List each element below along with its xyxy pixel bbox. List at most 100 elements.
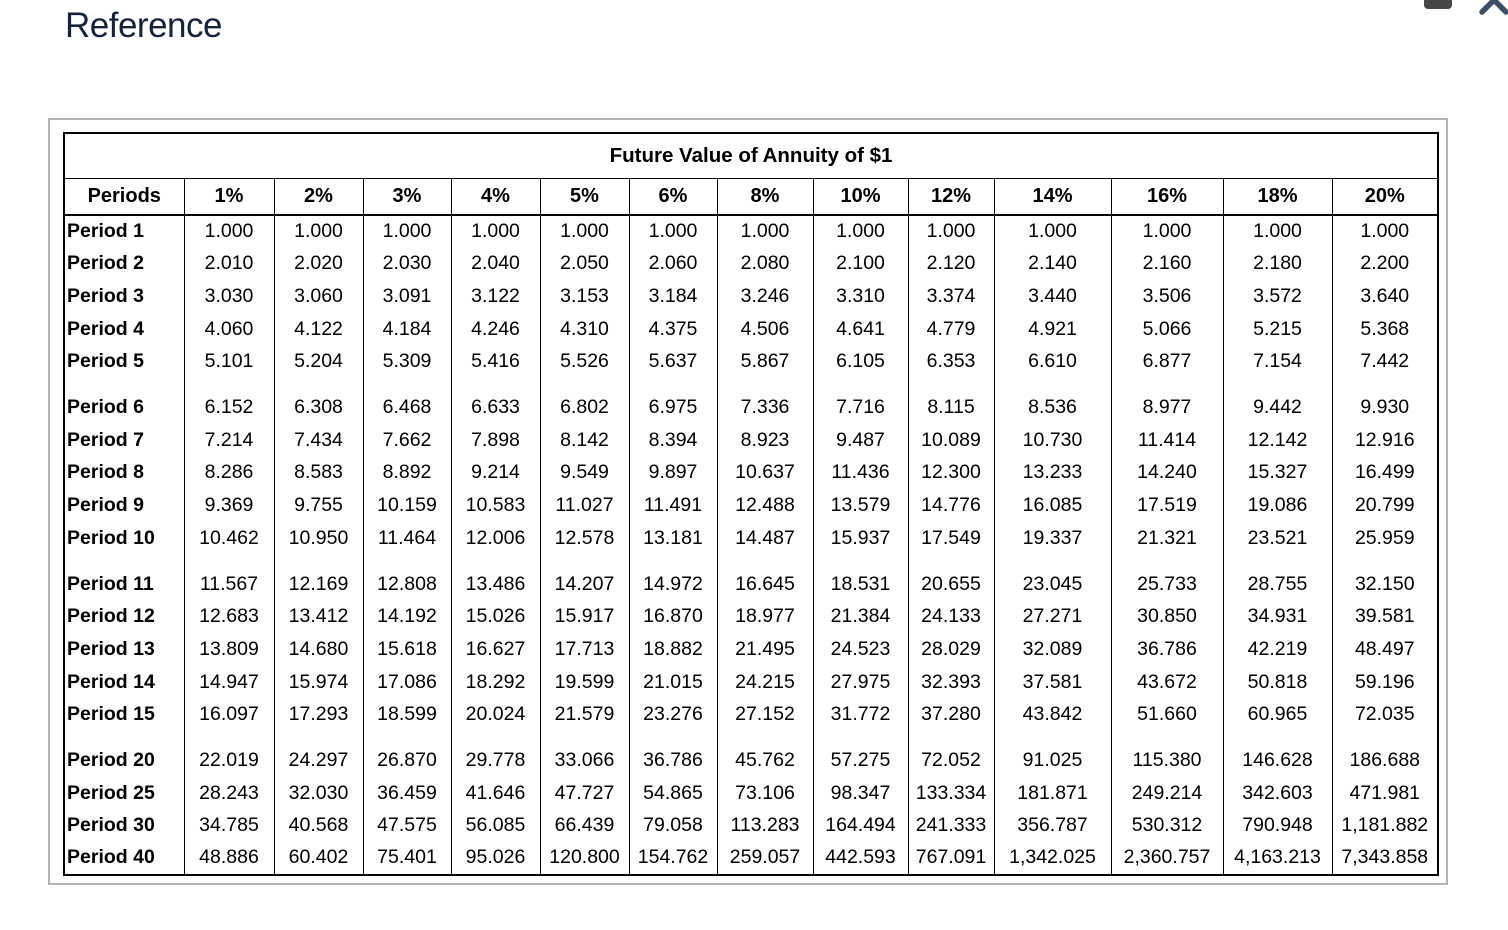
table-cell: 1.000 <box>1222 215 1333 248</box>
table-cell: 29.778 <box>450 744 541 777</box>
table-cell: 66.439 <box>539 809 630 843</box>
minimize-icon[interactable] <box>1424 0 1452 9</box>
table-cell: 16.870 <box>628 600 718 634</box>
spacer-cell <box>1331 730 1439 745</box>
table-cell: 2.050 <box>539 247 630 281</box>
table-cell: 5.309 <box>362 345 452 378</box>
col-header-rate: 14% <box>993 178 1112 216</box>
table-cell: 33.066 <box>539 744 630 777</box>
table-cell: 25.959 <box>1331 521 1439 555</box>
spacer-cell <box>63 377 185 392</box>
table-cell: 22.019 <box>183 744 275 777</box>
table-cell: 767.091 <box>907 842 995 875</box>
table-cell: 24.523 <box>812 633 909 666</box>
close-icon[interactable] <box>1478 0 1508 16</box>
table-cell: 13.233 <box>993 456 1112 490</box>
table-cell: 12.300 <box>907 456 995 490</box>
table-cell: 19.599 <box>539 665 630 699</box>
table-cell: 32.150 <box>1331 567 1439 601</box>
table-cell: 14.487 <box>716 521 814 555</box>
period-label: Period 2 <box>63 247 185 281</box>
table-cell: 1.000 <box>539 215 630 248</box>
spacer-cell <box>907 730 995 745</box>
table-cell: 37.280 <box>907 698 995 731</box>
fv-annuity-table: Future Value of Annuity of $1 Periods 1% 2… <box>63 132 1440 876</box>
table-cell: 45.762 <box>716 744 814 777</box>
table-cell: 12.683 <box>183 600 275 634</box>
table-cell: 5.867 <box>716 345 814 378</box>
table-cell: 10.637 <box>716 456 814 490</box>
table-cell: 3.184 <box>628 280 718 313</box>
table-cell: 9.487 <box>812 424 909 457</box>
table-cell: 342.603 <box>1222 777 1333 810</box>
spacer-cell <box>993 377 1112 392</box>
table-cell: 10.159 <box>362 489 452 522</box>
table-cell: 17.713 <box>539 633 630 666</box>
table-cell: 27.271 <box>993 600 1112 634</box>
table-cell: 5.368 <box>1331 312 1439 346</box>
table-cell: 14.207 <box>539 567 630 601</box>
col-header-rate: 2% <box>273 178 364 216</box>
table-cell: 11.436 <box>812 456 909 490</box>
table-cell: 113.283 <box>716 809 814 843</box>
table-cell: 10.089 <box>907 424 995 457</box>
table-cell: 24.215 <box>716 665 814 699</box>
table-cell: 16.499 <box>1331 456 1439 490</box>
table-cell: 12.142 <box>1222 424 1333 457</box>
table-cell: 6.877 <box>1110 345 1224 378</box>
spacer-cell <box>539 730 630 745</box>
table-cell: 7.662 <box>362 424 452 457</box>
table-cell: 6.353 <box>907 345 995 378</box>
table-cell: 28.755 <box>1222 567 1333 601</box>
table-cell: 530.312 <box>1110 809 1224 843</box>
page-title: Reference <box>65 6 222 45</box>
table-cell: 14.776 <box>907 489 995 522</box>
period-label: Period 9 <box>63 489 185 522</box>
col-header-rate: 6% <box>628 178 718 216</box>
table-cell: 1.000 <box>716 215 814 248</box>
spacer-cell <box>539 377 630 392</box>
table-cell: 54.865 <box>628 777 718 810</box>
table-cell: 2.040 <box>450 247 541 281</box>
table-cell: 9.930 <box>1331 391 1439 425</box>
spacer-cell <box>273 377 364 392</box>
table-row: Period 10 10.462 10.950 11.464 12.006 12.578 1… <box>63 521 1439 555</box>
spacer-cell <box>1110 377 1224 392</box>
spacer-cell <box>183 730 275 745</box>
table-cell: 39.581 <box>1331 600 1439 634</box>
table-cell: 7,343.858 <box>1331 842 1439 875</box>
period-label: Period 13 <box>63 633 185 666</box>
table-cell: 17.519 <box>1110 489 1224 522</box>
table-cell: 43.842 <box>993 698 1112 731</box>
table-title: Future Value of Annuity of $1 <box>64 133 1439 179</box>
table-cell: 2.100 <box>812 247 909 281</box>
table-cell: 21.495 <box>716 633 814 666</box>
spacer-cell <box>450 730 541 745</box>
table-cell: 5.066 <box>1110 312 1224 346</box>
table-cell: 51.660 <box>1110 698 1224 731</box>
group-spacer-row <box>63 730 1439 745</box>
table-cell: 21.321 <box>1110 521 1224 555</box>
table-cell: 31.772 <box>812 698 909 731</box>
table-cell: 16.645 <box>716 567 814 601</box>
period-label: Period 14 <box>63 665 185 699</box>
reference-panel: Future Value of Annuity of $1 Periods 1% 2… <box>48 118 1448 885</box>
col-header-rate: 8% <box>716 178 814 216</box>
table-cell: 6.105 <box>812 345 909 378</box>
table-cell: 6.802 <box>539 391 630 425</box>
spacer-cell <box>1222 730 1333 745</box>
table-cell: 2.160 <box>1110 247 1224 281</box>
table-cell: 4.779 <box>907 312 995 346</box>
col-header-rate: 4% <box>450 178 541 216</box>
table-cell: 10.583 <box>450 489 541 522</box>
table-cell: 17.086 <box>362 665 452 699</box>
table-cell: 2.140 <box>993 247 1112 281</box>
table-cell: 2.010 <box>183 247 275 281</box>
table-cell: 91.025 <box>993 744 1112 777</box>
table-cell: 12.808 <box>362 567 452 601</box>
table-cell: 60.402 <box>273 842 364 875</box>
table-row: Period 2 2.010 2.020 2.030 2.040 2.050 2.060 2.… <box>63 247 1439 281</box>
table-row: Period 7 7.214 7.434 7.662 7.898 8.142 8.394 8.… <box>63 424 1439 457</box>
table-cell: 4.921 <box>993 312 1112 346</box>
table-cell: 3.374 <box>907 280 995 313</box>
